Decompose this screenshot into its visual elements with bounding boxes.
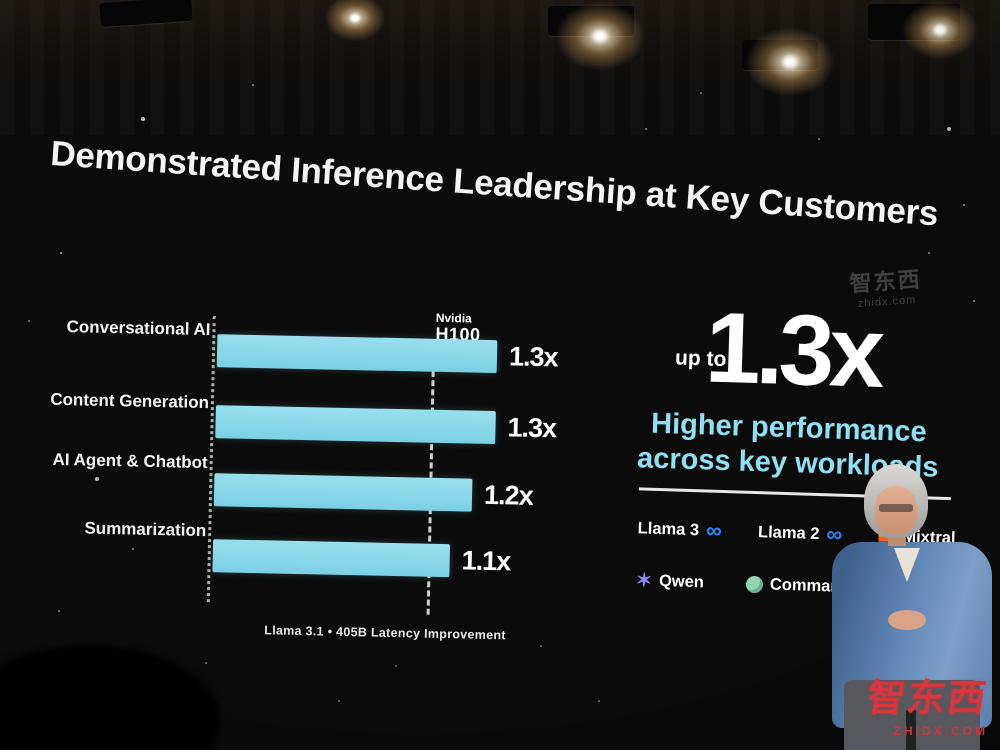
chart-category-label: Summarization: [84, 518, 207, 541]
chart-caption: Llama 3.1 • 405B Latency Improvement: [264, 623, 506, 643]
multiplier-headline: 1.3x: [703, 291, 882, 409]
qwen-label: Qwen: [658, 572, 705, 592]
llama3-label: Llama 3: [637, 518, 700, 539]
partner-llama3: Llama 3 ∞: [637, 517, 722, 542]
cohere-logo-icon: [745, 575, 764, 594]
chart-category-label: Content Generation: [50, 389, 210, 413]
partner-qwen: ✶ Qwen: [635, 570, 705, 592]
chart-bar: [212, 539, 451, 578]
chart-value-label: 1.3x: [508, 341, 558, 373]
chart-bar: [213, 473, 473, 512]
qwen-logo-icon: ✶: [635, 570, 653, 592]
chart-bar-row: 1.2x: [213, 473, 533, 513]
zhidx-watermark: 智东西 ZHIDX.COM: [864, 667, 990, 738]
chart-bar-row: 1.1x: [212, 539, 511, 578]
llama2-label: Llama 2: [757, 522, 820, 543]
presenter-glasses: [879, 504, 913, 512]
chart-value-label: 1.2x: [483, 479, 533, 511]
chart-value-label: 1.1x: [461, 545, 511, 577]
zhidx-watermark-site: ZHIDX.COM: [893, 724, 988, 738]
dust-speckles: [0, 0, 2, 2]
chart-value-label: 1.3x: [507, 412, 557, 444]
zhidx-watermark-brand: 智东西: [864, 678, 991, 720]
chart-bar: [216, 334, 498, 374]
meta-logo-icon: ∞: [705, 517, 723, 543]
chart-bar: [215, 405, 496, 445]
chart-bar-row: 1.3x: [216, 334, 558, 374]
presenter-hands: [888, 610, 926, 630]
chart-category-label: Conversational AI: [66, 317, 211, 340]
chart-bar-row: 1.3x: [215, 405, 556, 445]
chart-category-label: AI Agent & Chatbot: [52, 449, 208, 473]
